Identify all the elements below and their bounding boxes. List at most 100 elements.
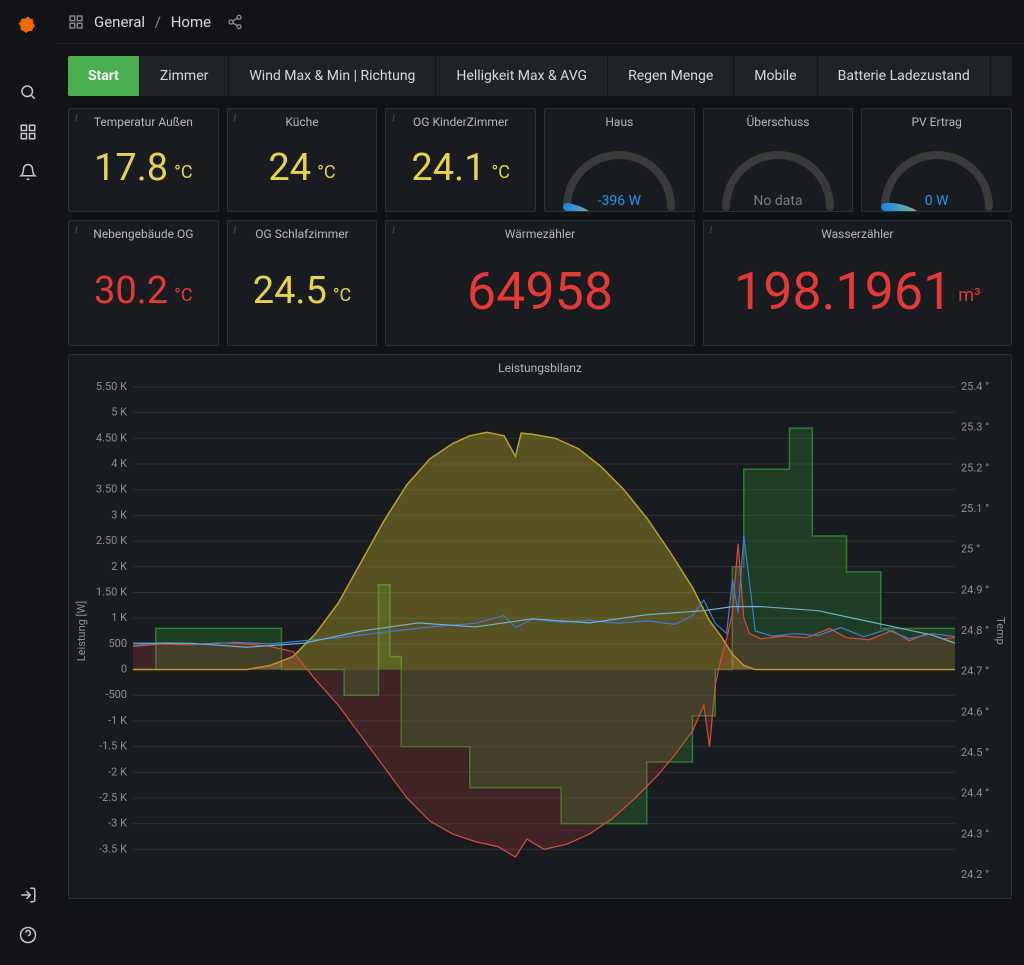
svg-text:25.2 °: 25.2 ° — [961, 461, 989, 474]
tab-2[interactable]: Wind Max & Min | Richtung — [229, 56, 436, 96]
gauge-panel[interactable]: Haus -396 W — [544, 108, 695, 212]
svg-text:-1.5 K: -1.5 K — [99, 740, 127, 753]
tab-5[interactable]: Mobile — [734, 56, 817, 96]
svg-text:24.6 °: 24.6 ° — [961, 705, 989, 718]
svg-text:-500: -500 — [105, 688, 127, 701]
breadcrumb[interactable]: General / Home — [94, 13, 211, 31]
panel-title: Leistungsbilanz — [69, 355, 1011, 377]
dashboards-icon[interactable] — [8, 112, 48, 152]
gauge: 0 W — [862, 131, 1011, 211]
panel-title: Überschuss — [704, 109, 853, 131]
panel-title: Nebengebäude OG — [69, 221, 218, 243]
stat-unit: °C — [174, 154, 192, 183]
signin-icon[interactable] — [8, 875, 48, 915]
stat-panel[interactable]: i Nebengebäude OG 30.2°C — [68, 220, 219, 346]
svg-text:Leistung [W]: Leistung [W] — [75, 601, 88, 661]
stat-unit: m³ — [958, 277, 980, 306]
panel-title: OG KinderZimmer — [386, 109, 535, 131]
svg-text:-3.5 K: -3.5 K — [99, 842, 127, 855]
svg-text:25.3 °: 25.3 ° — [961, 421, 989, 434]
svg-text:24.4 °: 24.4 ° — [961, 787, 989, 800]
svg-text:-2 K: -2 K — [108, 765, 127, 778]
svg-text:25.4 °: 25.4 ° — [961, 380, 989, 393]
stat-unit: °C — [333, 277, 351, 306]
gauge-panel[interactable]: Überschuss No data — [703, 108, 854, 212]
svg-text:5.50 K: 5.50 K — [96, 380, 127, 393]
svg-text:-1 K: -1 K — [108, 714, 127, 727]
info-icon[interactable]: i — [75, 225, 77, 236]
breadcrumb-sep: / — [155, 13, 161, 31]
alerting-icon[interactable] — [8, 152, 48, 192]
stat-value: 30.2 — [94, 269, 168, 313]
info-icon[interactable]: i — [392, 225, 394, 236]
svg-text:500: 500 — [108, 637, 127, 650]
stat-panel[interactable]: i Wasserzähler 198.1961m³ — [703, 220, 1012, 346]
svg-text:3.50 K: 3.50 K — [96, 483, 127, 496]
tab-0[interactable]: Start — [68, 56, 140, 96]
svg-text:24.7 °: 24.7 ° — [961, 665, 989, 678]
info-icon[interactable]: i — [75, 113, 77, 124]
stat-value: 64958 — [467, 261, 613, 322]
panel-title: PV Ertrag — [862, 109, 1011, 131]
svg-text:24.8 °: 24.8 ° — [961, 624, 989, 637]
stat-panel[interactable]: i Temperatur Außen 17.8°C — [68, 108, 219, 212]
svg-text:3 K: 3 K — [111, 508, 127, 521]
svg-text:2.50 K: 2.50 K — [96, 534, 127, 547]
dashboards-crumb-icon[interactable] — [68, 14, 84, 30]
panel-grid: i Temperatur Außen 17.8°Ci Küche 24°Ci O… — [56, 96, 1024, 911]
help-icon[interactable] — [8, 915, 48, 955]
stat-value: 24.5 — [253, 269, 327, 313]
stat-unit: °C — [317, 154, 335, 183]
panel-title: Wärmezähler — [386, 221, 693, 243]
info-icon[interactable]: i — [710, 225, 712, 236]
breadcrumb-page[interactable]: Home — [171, 13, 211, 31]
main: General / Home StartZimmerWind Max & Min… — [56, 0, 1024, 965]
tab-6[interactable]: Batterie Ladezustand — [818, 56, 991, 96]
panel-title: Haus — [545, 109, 694, 131]
svg-text:24.3 °: 24.3 ° — [961, 827, 989, 840]
svg-text:1.50 K: 1.50 K — [96, 585, 127, 598]
info-icon[interactable]: i — [234, 113, 236, 124]
stat-value: 24 — [268, 146, 311, 190]
sidebar — [0, 0, 56, 965]
stat-panel[interactable]: i Wärmezähler 64958 — [385, 220, 694, 346]
svg-text:2 K: 2 K — [111, 560, 127, 573]
stat-unit: °C — [174, 277, 192, 306]
tab-bar: StartZimmerWind Max & Min | RichtungHell… — [68, 56, 1012, 96]
info-icon[interactable]: i — [392, 113, 394, 124]
panel-title: OG Schlafzimmer — [228, 221, 377, 243]
svg-text:25 °: 25 ° — [961, 543, 980, 556]
tab-1[interactable]: Zimmer — [140, 56, 230, 96]
share-icon[interactable] — [227, 14, 243, 30]
svg-text:24.2 °: 24.2 ° — [961, 868, 989, 881]
search-icon[interactable] — [8, 72, 48, 112]
stat-unit: °C — [491, 154, 509, 183]
gauge-value: 0 W — [925, 193, 949, 209]
chart-svg: -3.5 K-3 K-2.5 K-2 K-1.5 K-1 K-50005001 … — [69, 377, 1009, 887]
grafana-logo[interactable] — [12, 12, 44, 44]
stat-panel[interactable]: i OG KinderZimmer 24.1°C — [385, 108, 536, 212]
svg-text:-3 K: -3 K — [108, 817, 127, 830]
info-icon[interactable]: i — [234, 225, 236, 236]
svg-text:1 K: 1 K — [111, 611, 127, 624]
stat-panel[interactable]: i OG Schlafzimmer 24.5°C — [227, 220, 378, 346]
gauge: -396 W — [545, 131, 694, 211]
gauge-value: No data — [753, 193, 802, 209]
svg-text:25.1 °: 25.1 ° — [961, 502, 989, 515]
svg-text:24.9 °: 24.9 ° — [961, 583, 989, 596]
svg-text:-2.5 K: -2.5 K — [99, 791, 127, 804]
stat-value: 198.1961 — [734, 261, 952, 322]
gauge-panel[interactable]: PV Ertrag 0 W — [861, 108, 1012, 212]
gauge: No data — [704, 131, 853, 211]
chart-panel[interactable]: Leistungsbilanz -3.5 K -3 K -2.5 K -2 K -1.5… — [68, 354, 1012, 899]
tab-4[interactable]: Regen Menge — [608, 56, 734, 96]
topbar: General / Home — [56, 0, 1024, 44]
panel-title: Wasserzähler — [704, 221, 1011, 243]
stat-value: 17.8 — [94, 146, 168, 190]
gauge-value: -396 W — [598, 193, 641, 209]
stat-panel[interactable]: i Küche 24°C — [227, 108, 378, 212]
stat-value: 24.1 — [411, 146, 485, 190]
breadcrumb-folder[interactable]: General — [94, 13, 145, 31]
tab-3[interactable]: Helligkeit Max & AVG — [436, 56, 608, 96]
panel-title: Küche — [228, 109, 377, 131]
